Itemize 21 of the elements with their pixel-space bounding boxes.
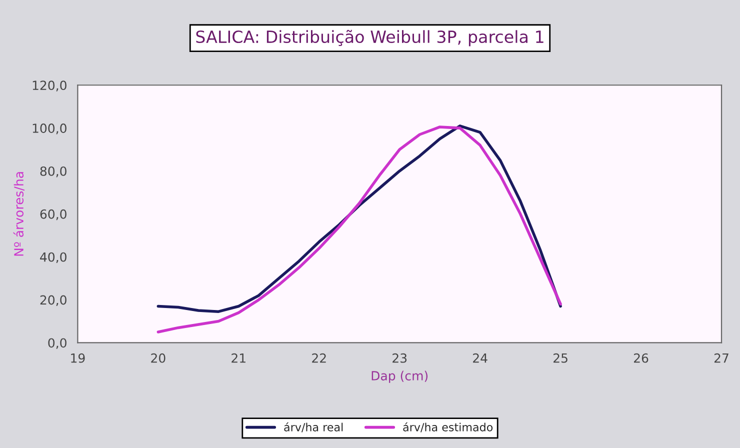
y-tick-label: 80,0 [40,166,66,178]
y-tick-label: 20,0 [40,295,66,306]
x-tick-label: 22 [312,353,326,363]
x-tick-label: 24 [473,353,488,363]
y-tick-label: 40,0 [40,252,66,264]
x-tick-label: 26 [634,353,648,363]
legend-label: árv/ha real [284,422,343,432]
x-tick-label: 23 [392,353,407,363]
legend-label: árv/ha estimado [403,422,493,432]
chart-title: SALICA: Distribuição Weibull 3P, parcela 1 [196,30,544,46]
y-axis-title: Nº árvores/ha [13,172,25,256]
y-tick-label: 100,0 [32,124,66,134]
x-tick-label: 25 [554,353,568,363]
y-tick-label: 120,0 [32,80,66,92]
x-axis-title: Dap (cm) [372,370,428,383]
x-tick-label: 19 [71,353,85,363]
y-tick-label: 0,0 [48,338,66,349]
x-tick-label: 27 [714,353,728,363]
x-tick-label: 21 [232,353,246,363]
y-tick-label: 60,0 [40,209,66,220]
x-tick-label: 20 [151,353,166,363]
